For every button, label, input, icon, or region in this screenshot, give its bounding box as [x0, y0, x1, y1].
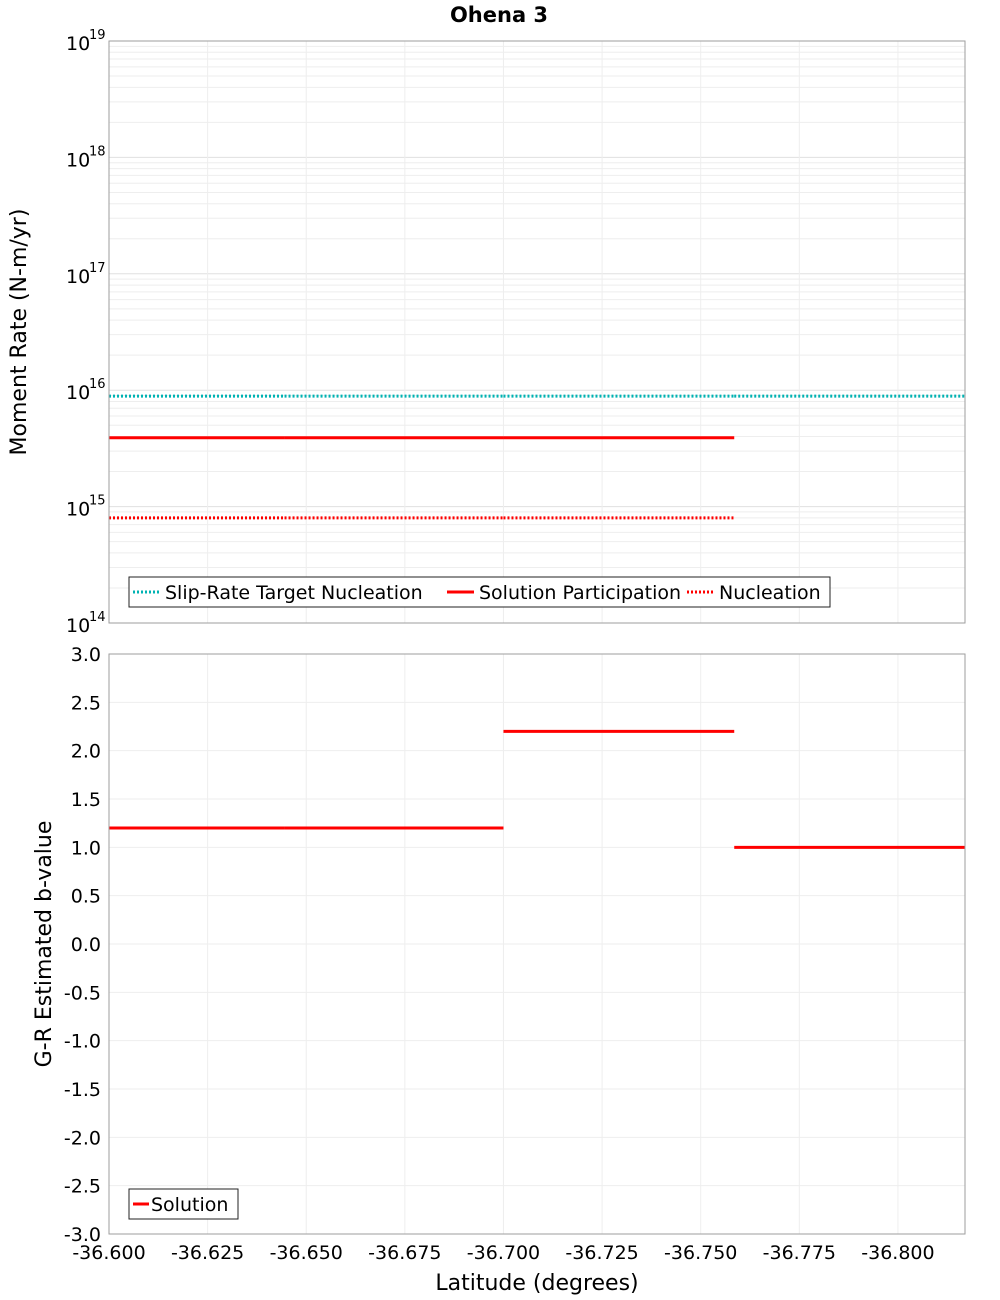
y-tick-label: 10 — [66, 615, 90, 637]
y-tick-label: -2.5 — [64, 1176, 101, 1198]
b-value-y-axis-label: G-R Estimated b-value — [32, 821, 57, 1068]
x-tick-label: -36.750 — [664, 1242, 737, 1264]
legend-box — [128, 576, 831, 608]
x-axis-label: Latitude (degrees) — [435, 1271, 638, 1296]
y-tick-exponent: 14 — [89, 610, 106, 625]
x-tick-label: -36.775 — [763, 1242, 836, 1264]
y-tick-label: 3.0 — [71, 644, 101, 666]
y-tick-exponent: 16 — [89, 377, 106, 392]
x-tick-label: -36.675 — [368, 1242, 441, 1264]
moment-rate-plot-area — [109, 41, 965, 623]
x-tick-label: -36.625 — [171, 1242, 244, 1264]
x-tick-label: -36.650 — [270, 1242, 343, 1264]
b-value-series — [109, 729, 965, 849]
legend-label: Solution — [151, 1194, 228, 1216]
moment-rate-series — [109, 394, 965, 520]
b-value-y-ticks: 3.0 2.5 2.0 1.5 1.0 0.5 0.0 -0.5 -1.0 -1.5 -2.0 -2.… — [64, 644, 101, 1246]
x-tick-label: -36.700 — [467, 1242, 540, 1264]
legend-label: Solution Participation — [479, 582, 681, 604]
y-tick-label: 1.0 — [71, 837, 101, 859]
chart-title: Ohena 3 — [450, 3, 548, 27]
y-tick-label: 10 — [66, 382, 90, 404]
y-tick-label: -0.5 — [64, 982, 101, 1004]
x-tick-label: -36.800 — [861, 1242, 934, 1264]
y-tick-label: -2.0 — [64, 1127, 101, 1149]
moment-rate-y-axis-label: Moment Rate (N-m/yr) — [7, 209, 32, 456]
y-tick-label: 10 — [66, 149, 90, 171]
legend-label: Nucleation — [719, 582, 821, 604]
b-value-x-ticks: -36.600 -36.625 -36.650 -36.675 -36.700 -36.7… — [72, 1242, 934, 1264]
x-tick-label: -36.600 — [72, 1242, 145, 1264]
y-tick-label: 2.5 — [71, 692, 101, 714]
moment-rate-legend: Slip-Rate Target Nucleation Solution Part… — [128, 576, 831, 608]
y-tick-label: -3.0 — [64, 1224, 101, 1246]
b-value-plot-border — [108, 653, 966, 1235]
y-tick-exponent: 17 — [89, 261, 106, 276]
y-tick-label: -1.5 — [64, 1079, 101, 1101]
y-tick-exponent: 18 — [89, 144, 106, 159]
y-tick-label: 10 — [66, 499, 90, 521]
moment-rate-plot-border — [108, 40, 966, 624]
y-tick-exponent: 19 — [89, 28, 106, 43]
y-tick-label: 0.0 — [71, 934, 101, 956]
y-tick-label: 2.0 — [71, 741, 101, 763]
y-tick-label: 0.5 — [71, 886, 101, 908]
legend-label: Slip-Rate Target Nucleation — [165, 582, 423, 604]
y-tick-label: 10 — [66, 266, 90, 288]
b-value-panel: 3.0 2.5 2.0 1.5 1.0 0.5 0.0 -0.5 -1.0 -1.5 -2.0 -2.… — [32, 644, 966, 1296]
x-tick-label: -36.725 — [565, 1242, 638, 1264]
y-tick-label: 10 — [66, 33, 90, 55]
y-tick-label: -1.0 — [64, 1031, 101, 1053]
y-tick-exponent: 15 — [89, 494, 106, 509]
b-value-legend: Solution — [128, 1188, 239, 1220]
y-tick-label: 1.5 — [71, 789, 101, 811]
